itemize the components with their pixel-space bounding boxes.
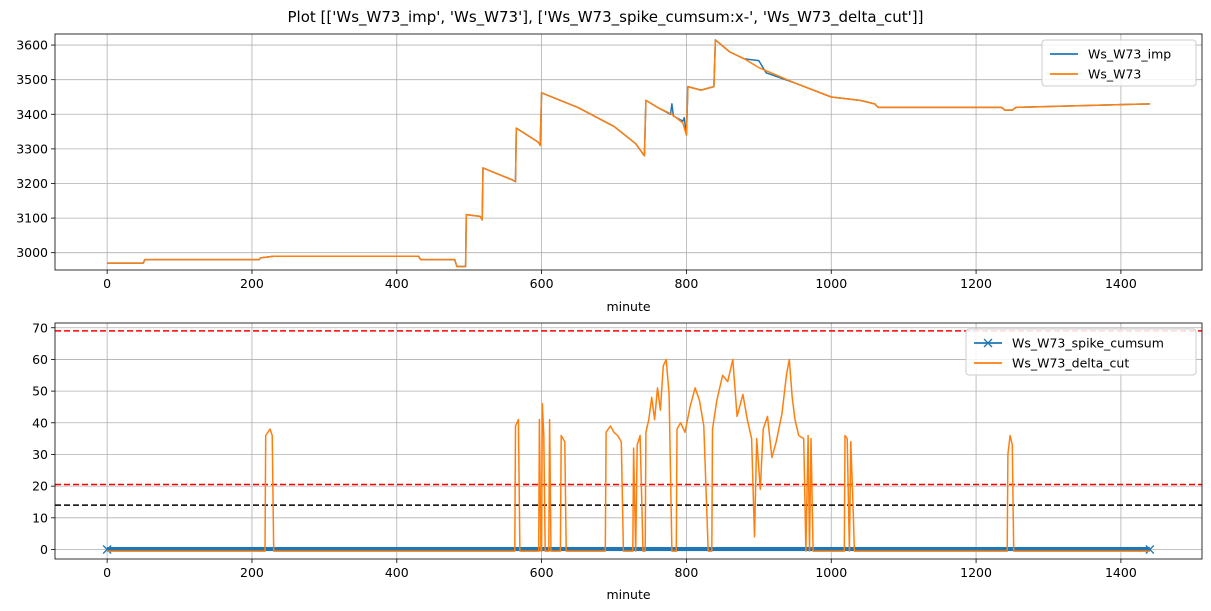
- x-tick-label: 400: [385, 565, 409, 580]
- y-tick-label: 30: [32, 447, 48, 462]
- x-tick-label: 1400: [1105, 565, 1137, 580]
- x-tick-label: 800: [674, 565, 698, 580]
- x-tick-label: 1000: [815, 276, 847, 291]
- legend-label: Ws_W73: [1088, 67, 1141, 82]
- x-tick-label: 400: [385, 276, 409, 291]
- y-tick-label: 70: [32, 320, 48, 335]
- x-tick-label: 1000: [815, 565, 847, 580]
- x-tick-label: 600: [530, 565, 554, 580]
- x-axis-label: minute: [606, 299, 650, 314]
- legend-box: [965, 328, 1197, 376]
- legend-box: [1041, 39, 1197, 87]
- y-tick-label: 0: [40, 542, 48, 557]
- top-axes: 0 200 400 600 800 1000 1200 1400 3000 3100 3200 330…: [16, 33, 1203, 314]
- x-tick-label: 1200: [960, 565, 992, 580]
- plot-area: [55, 330, 1202, 554]
- y-tick-label: 40: [32, 415, 48, 430]
- x-tick-label: 0: [103, 565, 111, 580]
- plot-area: [107, 39, 1150, 268]
- y-tick-label: 3600: [16, 38, 48, 53]
- series-line-Ws_W73_imp: [107, 39, 1150, 268]
- y-tick-label: 3300: [16, 141, 48, 156]
- legend-label: Ws_W73_imp: [1088, 47, 1171, 62]
- series-marker: [102, 545, 112, 554]
- figure-title: Plot [['Ws_W73_imp', 'Ws_W73'], ['Ws_W73…: [288, 8, 924, 27]
- y-tick-label: 60: [32, 352, 48, 367]
- x-tick-label: 0: [103, 276, 111, 291]
- y-tick-label: 3000: [16, 245, 48, 260]
- x-tick-label: 200: [240, 565, 264, 580]
- x-tick-label: 600: [530, 276, 554, 291]
- series-line-Ws_W73: [107, 39, 1150, 268]
- x-axis-label: minute: [606, 587, 650, 602]
- legend-label: Ws_W73_spike_cumsum: [1012, 336, 1164, 351]
- y-tick-label: 50: [32, 384, 48, 399]
- axes-frame: [54, 322, 1203, 560]
- series-marker: [1145, 545, 1155, 554]
- x-tick-label: 1200: [960, 276, 992, 291]
- y-tick-label: 20: [32, 479, 48, 494]
- x-tick-label: 1400: [1105, 276, 1137, 291]
- legend: Ws_W73_spike_cumsum Ws_W73_delta_cut: [965, 328, 1197, 376]
- bottom-axes: 0 200 400 600 800 1000 1200 1400 0 10 20 30 40 50 60 70…: [32, 320, 1203, 602]
- legend-marker: [983, 338, 993, 348]
- x-tick-label: 800: [674, 276, 698, 291]
- y-tick-label: 3400: [16, 107, 48, 122]
- y-tick-label: 3500: [16, 72, 48, 87]
- y-tick-label: 3100: [16, 211, 48, 226]
- axes-frame: [54, 33, 1203, 271]
- series-line-Ws_W73_delta_cut: [107, 358, 1150, 552]
- y-tick-label: 10: [32, 510, 48, 525]
- y-tick-label: 3200: [16, 176, 48, 191]
- legend: Ws_W73_imp Ws_W73: [1041, 39, 1197, 87]
- legend-label: Ws_W73_delta_cut: [1012, 356, 1129, 371]
- x-tick-label: 200: [240, 276, 264, 291]
